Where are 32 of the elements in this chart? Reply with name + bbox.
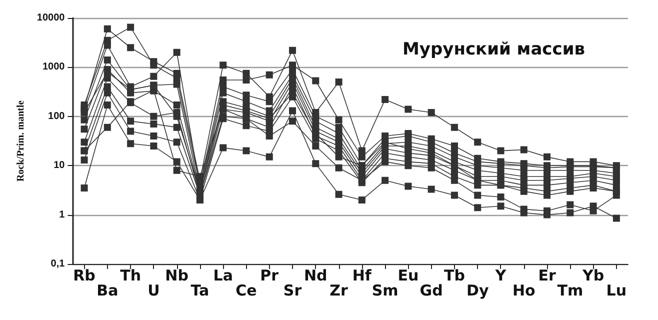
y-axis-title: Rock/Prim. mantle xyxy=(16,100,26,182)
x-tick-label: Dy xyxy=(466,282,489,300)
x-tick-label: Ta xyxy=(190,282,210,300)
y-tick-label: 10000 xyxy=(36,12,66,24)
y-tick-label: 100 xyxy=(48,110,66,122)
x-tick-label: Nd xyxy=(304,266,328,284)
x-tick-label: La xyxy=(213,266,233,284)
x-tick-label: Lu xyxy=(606,282,627,300)
x-tick-label: Tb xyxy=(444,266,466,284)
x-tick-label: Nb xyxy=(165,266,189,284)
x-tick-label: Y xyxy=(494,266,508,284)
x-tick-label: Th xyxy=(120,266,142,284)
x-tick-label: U xyxy=(148,282,160,300)
y-tick-label: 1000 xyxy=(42,62,66,73)
x-tick-label: Sr xyxy=(283,282,302,300)
x-tick-label: Ba xyxy=(96,282,118,300)
x-tick-label: Tm xyxy=(557,282,584,300)
x-tick-label: Gd xyxy=(420,282,443,300)
x-tick-label: Zr xyxy=(330,282,349,300)
x-tick-label: Rb xyxy=(73,266,96,284)
x-tick-label: Ho xyxy=(512,282,536,300)
x-tick-label: Yb xyxy=(581,266,604,284)
x-tick-label: Er xyxy=(538,266,556,284)
y-tick-label: 1 xyxy=(59,209,66,220)
x-tick-label: Pr xyxy=(260,266,280,284)
y-tick-label: 10 xyxy=(54,160,66,172)
text: Мурунский массив xyxy=(402,40,586,60)
x-tick-label: Ce xyxy=(236,282,257,300)
y-tick-label: 0,1 xyxy=(50,258,66,270)
x-tick-label: Sm xyxy=(372,282,398,300)
x-tick-label: Eu xyxy=(398,266,419,284)
x-tick-label: Hf xyxy=(352,266,372,284)
